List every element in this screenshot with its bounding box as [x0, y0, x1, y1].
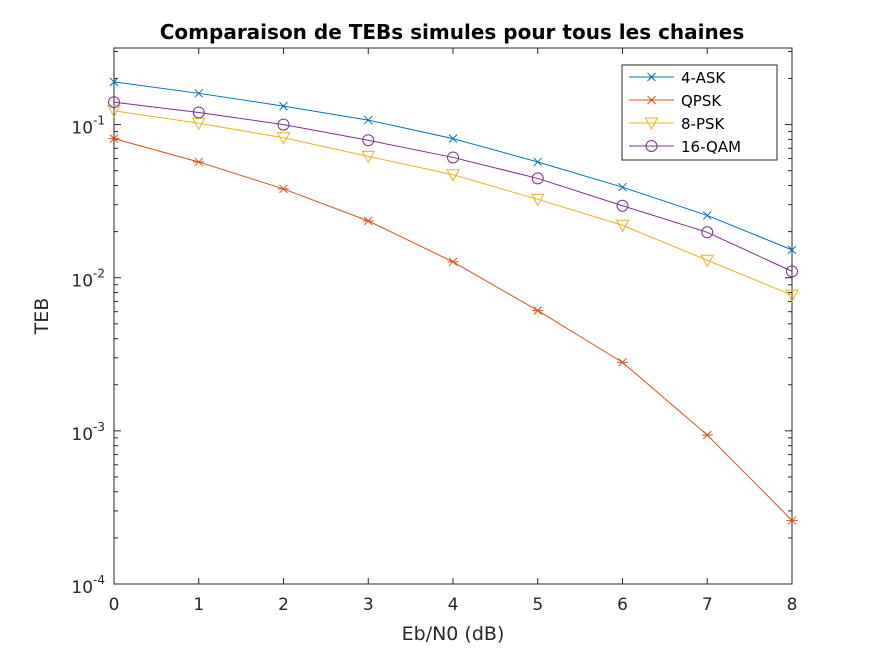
data-point	[108, 96, 120, 109]
data-point	[786, 516, 798, 525]
data-point	[446, 169, 460, 182]
data-point	[276, 132, 291, 145]
legend-marker	[647, 72, 656, 82]
data-point	[279, 101, 288, 111]
legend-label: QPSK	[681, 92, 722, 110]
data-point	[277, 118, 290, 131]
x-tick-label: 4	[448, 595, 459, 615]
y-tick-label: 10-3	[71, 420, 105, 445]
x-tick-label: 5	[532, 595, 543, 615]
data-point	[531, 172, 544, 185]
data-point	[363, 115, 373, 125]
series-line-8-PSK	[113, 110, 793, 296]
x-axis: 0 1 2 3 4 5 6 7 8	[109, 48, 798, 615]
data-point	[194, 88, 204, 98]
data-point	[278, 184, 289, 194]
legend-marker	[644, 117, 659, 131]
x-axis-label: Eb/N0 (dB)	[402, 623, 505, 645]
chart-title: Comparaison de TEBs simules pour tous le…	[160, 20, 744, 44]
data-point	[192, 106, 205, 119]
data-point	[701, 226, 714, 239]
data-point	[532, 306, 544, 315]
x-tick-label: 8	[787, 595, 798, 615]
data-point	[787, 245, 797, 255]
data-point	[702, 211, 712, 220]
data-point	[533, 157, 543, 167]
data-point	[447, 257, 459, 267]
x-tick-label: 7	[702, 595, 713, 615]
data-point	[362, 216, 374, 226]
legend-label: 16-QAM	[681, 138, 741, 156]
data-point	[448, 134, 458, 143]
data-point	[615, 219, 630, 233]
legend-label: 8-PSK	[681, 115, 726, 133]
legend-marker	[646, 95, 657, 105]
y-axis-label: TEB	[31, 298, 53, 336]
data-point	[362, 134, 375, 147]
data-point	[108, 134, 120, 143]
data-point	[616, 199, 629, 212]
data-point	[530, 193, 545, 207]
data-point	[617, 358, 628, 367]
data-point	[107, 105, 121, 118]
series-layer	[107, 77, 799, 525]
y-tick-label: 10-2	[71, 267, 105, 292]
x-tick-label: 6	[617, 595, 628, 615]
y-axis: 10-4 10-3 10-2 10-1	[71, 51, 792, 598]
x-tick-label: 2	[278, 595, 289, 615]
series-line-16-QAM	[113, 101, 793, 272]
legend-marker	[645, 140, 658, 152]
x-tick-label: 0	[109, 595, 120, 615]
data-point	[447, 151, 459, 164]
data-point	[361, 150, 376, 164]
data-point	[700, 254, 715, 268]
y-tick-label: 10-1	[71, 114, 105, 139]
x-tick-label: 1	[193, 595, 204, 615]
data-point	[193, 157, 205, 167]
x-tick-label: 3	[363, 595, 374, 615]
data-point	[785, 289, 799, 303]
y-tick-label: 10-4	[71, 573, 105, 598]
data-point	[786, 265, 798, 278]
data-point	[618, 182, 627, 192]
legend: 4-ASK QPSK 8-PSK 16-QAM	[621, 64, 778, 161]
legend-label: 4-ASK	[681, 69, 726, 87]
data-point	[701, 430, 713, 440]
data-point	[109, 77, 119, 87]
